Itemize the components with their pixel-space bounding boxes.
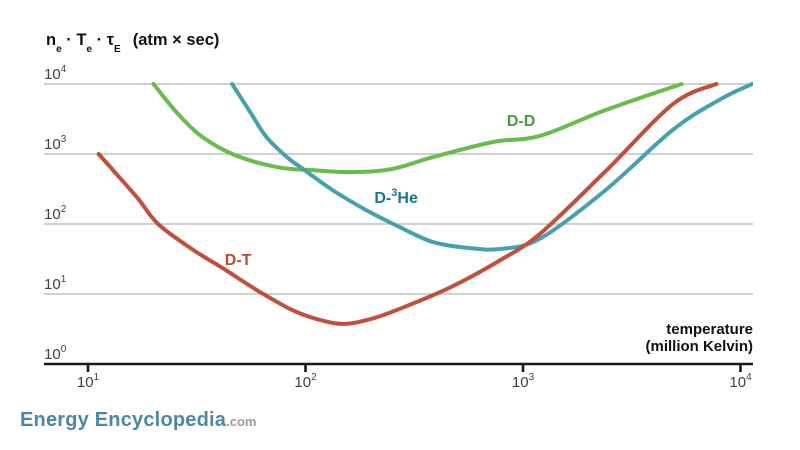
curve-label-d-d: D-D — [506, 112, 536, 130]
title-term-tau: τE — [106, 31, 121, 56]
x-axis-title-line2: (million Kelvin) — [645, 337, 753, 355]
x-tick-label-10e3: 103 — [511, 372, 535, 391]
curve-label-d-t: D-T — [224, 251, 252, 269]
x-tick-label-10e1: 101 — [76, 372, 100, 391]
y-tick-label-10e3: 103 — [44, 134, 67, 153]
y-axis-title: ne · Te · τE(atm × sec) — [46, 31, 220, 56]
x-axis-title-line1: temperature — [666, 321, 753, 338]
curve-label-d-3he: D-3He — [374, 187, 418, 208]
curve-d-d — [151, 82, 684, 175]
x-tick-label-10e4: 104 — [729, 372, 752, 391]
title-unit: (atm × sec) — [132, 31, 220, 49]
y-tick-label-10e0: 100 — [44, 344, 67, 363]
brand-tld: .com — [226, 414, 257, 429]
x-tick-label-10e2: 102 — [294, 372, 317, 391]
x-axis-title: temperature (million Kelvin) — [645, 321, 753, 355]
title-term-te: Te — [76, 31, 92, 56]
title-term-ne: ne — [46, 31, 62, 56]
brand-name: Energy Encyclopedia — [20, 409, 227, 431]
y-tick-label-10e2: 102 — [44, 204, 67, 223]
y-tick-label-10e4: 104 — [44, 64, 67, 83]
curve-d-3he — [230, 82, 753, 252]
curve-d-t — [96, 82, 719, 326]
brand-logo[interactable]: Energy Encyclopedia.com — [20, 409, 256, 432]
y-tick-label-10e1: 101 — [44, 274, 67, 293]
